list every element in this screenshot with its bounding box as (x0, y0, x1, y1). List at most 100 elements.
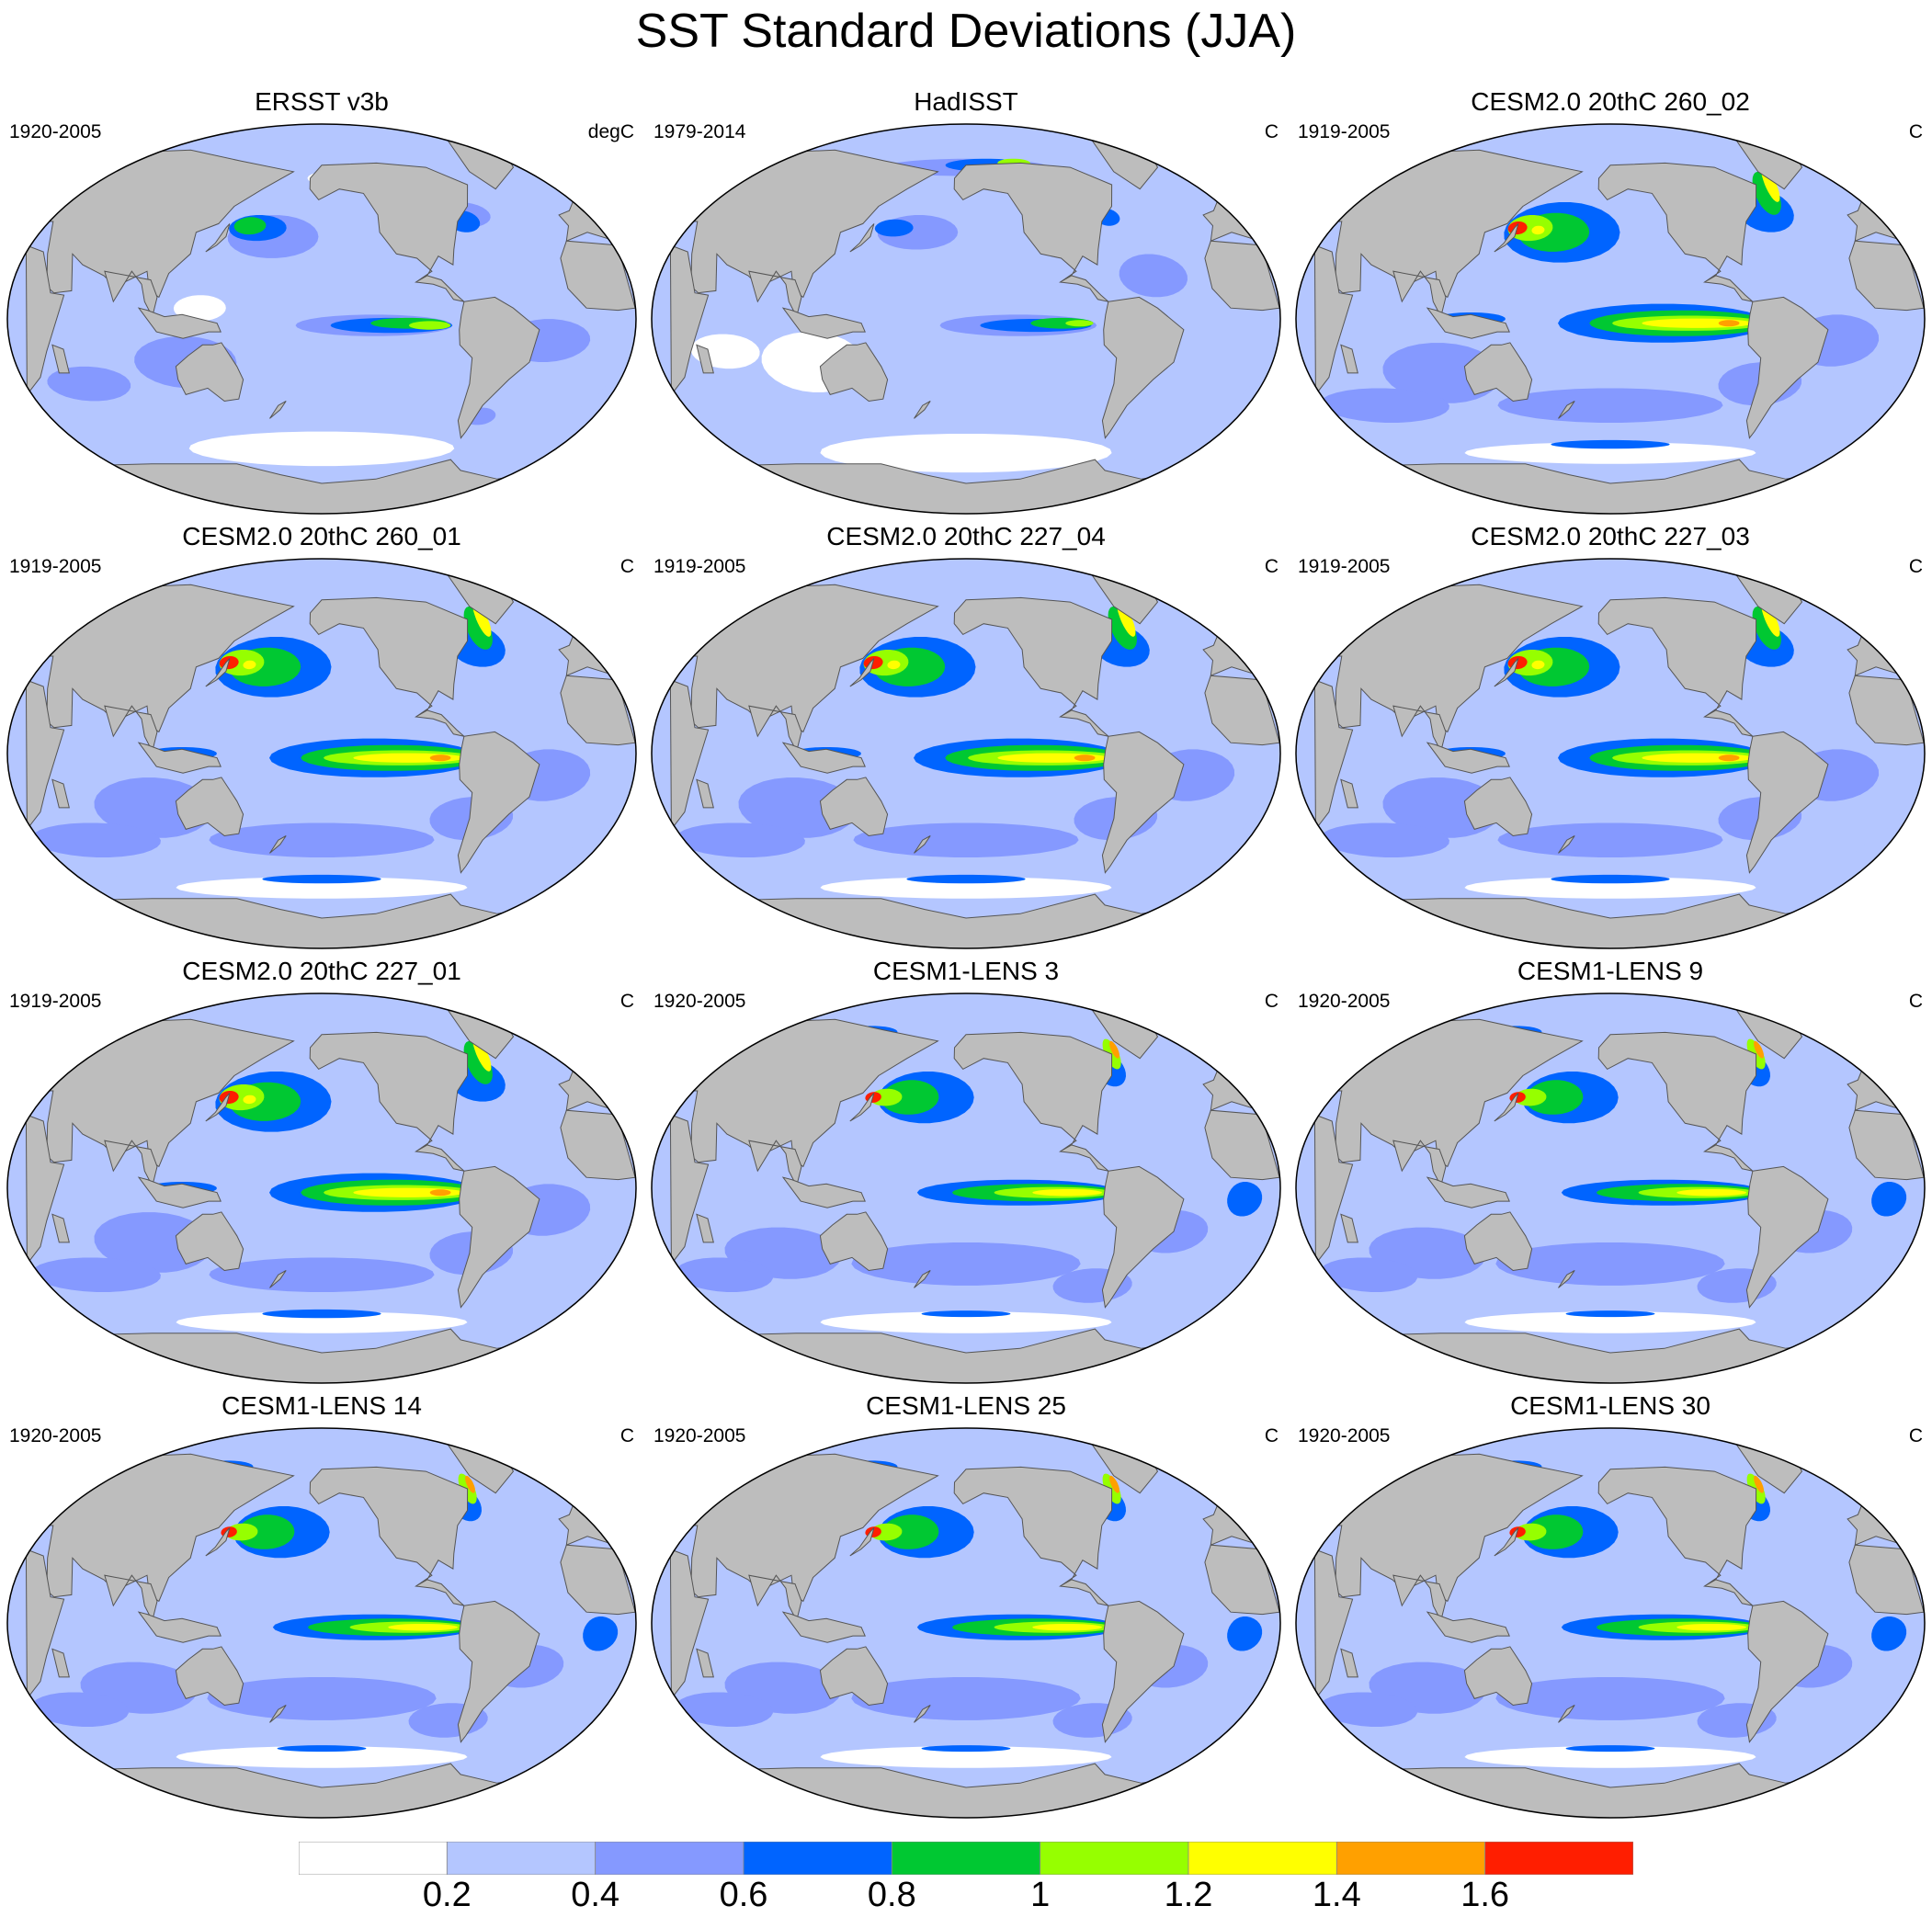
sst-contour-region (906, 874, 1026, 884)
sst-contour-region (207, 1677, 437, 1720)
colorbar-tick-label: 1.4 (1312, 1876, 1361, 1914)
sst-contour-region (676, 1692, 773, 1727)
sst-contour-region (429, 1189, 451, 1197)
land-india-se (104, 1140, 158, 1188)
sst-map (651, 558, 1281, 949)
land-arabia-madagascar (1340, 1648, 1358, 1678)
sst-contour-region (1525, 1514, 1584, 1549)
sst-contour-region (1551, 874, 1670, 884)
land-arabia-madagascar (696, 1648, 714, 1678)
colorbar-labels: 0.2 0.4 0.6 0.8 1 1.2 1.4 1.6 (0, 1877, 1932, 1917)
sst-contour-region (236, 1514, 295, 1549)
land-indonesia (1426, 1176, 1510, 1208)
map-outline (651, 558, 1281, 949)
sst-contour-region (583, 1616, 619, 1651)
land-india-se (1392, 705, 1447, 754)
land-india-se (748, 1574, 802, 1623)
sst-contour-region (243, 1095, 256, 1105)
sst-contour-region (1497, 388, 1723, 423)
map-panel: CESM2.0 20thC 260_02 1919-2005 C (1289, 86, 1932, 520)
sst-contour-region (31, 822, 161, 857)
sst-contour-region (1531, 660, 1545, 670)
colorbar-tick-label: 1.2 (1164, 1876, 1213, 1914)
land-arabia-madagascar (696, 344, 714, 374)
colorbar-segment (1484, 1841, 1634, 1876)
land-australia (819, 342, 889, 403)
map-outline (6, 1427, 637, 1819)
land-japan (205, 1093, 231, 1122)
panel-units: C (1264, 991, 1279, 1012)
land-australia (175, 1211, 244, 1272)
sst-contour-region (209, 822, 435, 857)
land-south-america (457, 296, 540, 439)
map-outline (1295, 123, 1926, 515)
panel-units: C (1908, 121, 1923, 142)
land-australia (1463, 342, 1533, 403)
colorbar-segment (1188, 1841, 1337, 1876)
land-indonesia (781, 742, 866, 774)
sst-contour-region (1531, 225, 1545, 235)
panel-period: 1919-2005 (9, 556, 102, 577)
land-arabia-madagascar (51, 344, 70, 374)
land-north-africa-west (560, 240, 636, 312)
land-south-america (1745, 1165, 1829, 1309)
panel-units: C (1908, 1425, 1923, 1446)
sst-contour-region (176, 1311, 468, 1333)
sst-contour-region (887, 660, 901, 670)
map-panel: CESM2.0 20thC 227_04 1919-2005 C (644, 521, 1288, 955)
sst-contour-region (1464, 1311, 1756, 1333)
map-outline (6, 123, 637, 515)
land-south-america (1101, 731, 1185, 874)
panel-title: CESM2.0 20thC 260_02 (1471, 87, 1750, 116)
colorbar-segment (595, 1841, 744, 1876)
land-south-america (457, 731, 540, 874)
sst-contour-region (463, 1041, 493, 1084)
land-india-se (748, 270, 802, 319)
sst-contour-region (1464, 877, 1756, 899)
map-outline (651, 993, 1281, 1384)
panel-units: C (1908, 556, 1923, 577)
map-panel: CESM2.0 20thC 260_01 1919-2005 C (0, 521, 643, 955)
sst-contour-region (1320, 822, 1449, 857)
colorbar-tick-label: 1.6 (1460, 1876, 1510, 1914)
colorbar-tick-label: 0.8 (867, 1876, 916, 1914)
sst-contour-region (262, 1309, 381, 1319)
map-panel: CESM2.0 20thC 227_01 1919-2005 C (0, 956, 643, 1390)
sst-contour-region (851, 1242, 1081, 1286)
sst-contour-region (921, 1745, 1011, 1753)
sst-map (6, 123, 637, 515)
sst-contour-region (921, 1310, 1011, 1318)
land-japan (205, 223, 231, 253)
land-australia (1463, 1646, 1533, 1707)
colorbar-segment (1040, 1841, 1189, 1876)
sst-map (1295, 1427, 1926, 1819)
sst-contour-region (1871, 1182, 1907, 1217)
sst-contour-region (1032, 1189, 1103, 1197)
land-north-africa-west (1848, 1109, 1925, 1181)
panel-period: 1919-2005 (9, 991, 102, 1012)
colorbar-tick-label: 0.6 (719, 1876, 768, 1914)
land-australia (1463, 777, 1533, 837)
panel-period: 1979-2014 (653, 121, 746, 142)
land-north-africa-west (1204, 675, 1280, 746)
map-panel: CESM2.0 20thC 227_03 1919-2005 C (1289, 521, 1932, 955)
sst-map (1295, 558, 1926, 949)
panel-title: CESM2.0 20thC 227_01 (182, 957, 461, 985)
panel-title: CESM1-LENS 25 (866, 1391, 1066, 1420)
panel-units: C (619, 991, 634, 1012)
land-north-africa-west (560, 1544, 636, 1616)
sst-contour-region (1074, 754, 1096, 762)
land-indonesia (137, 1611, 222, 1643)
panel-title: CESM1-LENS 30 (1510, 1391, 1710, 1420)
sst-contour-region (463, 607, 493, 650)
map-outline (6, 993, 637, 1384)
map-panel: CESM1-LENS 9 1920-2005 C (1289, 956, 1932, 1390)
sst-contour-region (1065, 320, 1094, 327)
sst-contour-region (1565, 1310, 1655, 1318)
sst-contour-region (820, 1746, 1112, 1768)
land-indonesia (1426, 1611, 1510, 1643)
land-new-zealand (1558, 401, 1575, 419)
sst-contour-region (676, 822, 805, 857)
map-panel: HadISST 1979-2014 C (644, 86, 1288, 520)
land-new-zealand (269, 401, 287, 419)
